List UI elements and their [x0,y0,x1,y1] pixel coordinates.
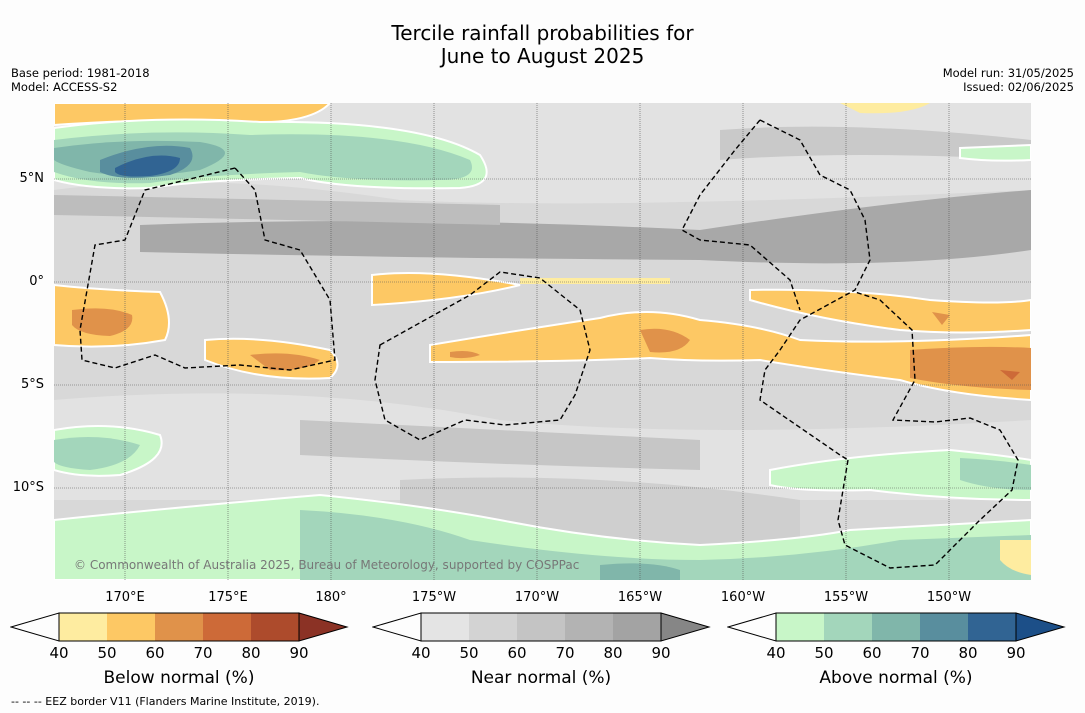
below-tick-90: 90 [289,644,309,662]
lon-label-165w: 165°W [617,590,663,605]
lat-label-0: 0° [29,274,44,289]
near-tick-60: 60 [507,644,527,662]
colorbar-below-normal [10,612,349,642]
issued-date: Issued: 02/06/2025 [963,80,1074,94]
lon-label-175e: 175°E [208,590,248,605]
base-period: Base period: 1981-2018 [11,66,150,80]
copyright-credit: © Commonwealth of Australia 2025, Bureau… [74,558,580,572]
title-line-2: June to August 2025 [440,44,645,68]
above-tick-70: 70 [910,644,930,662]
lon-label-175w: 175°W [411,590,457,605]
lat-label-5s: 5°S [20,377,44,392]
lon-label-170w: 170°W [514,590,560,605]
map-fill [54,103,1031,580]
eez-footnote: -- -- -- EEZ border V11 (Flanders Marine… [11,695,320,708]
below-tick-40: 40 [49,644,69,662]
near-tick-50: 50 [459,644,479,662]
colorbar-above-swatches [727,612,1066,642]
near-tick-40: 40 [411,644,431,662]
above-tick-80: 80 [958,644,978,662]
near-normal-title: Near normal (%) [470,668,612,688]
model-name: Model: ACCESS-S2 [11,80,118,94]
below-tick-80: 80 [241,644,261,662]
colorbar-below-swatches [10,612,349,642]
model-run: Model run: 31/05/2025 [942,66,1074,80]
eez-borders [79,119,1019,569]
lon-label-150w: 150°W [926,590,972,605]
colorbar-above-normal [727,612,1066,642]
grid-lines [54,103,1031,580]
lon-label-160w: 160°W [720,590,766,605]
above-tick-50: 50 [814,644,834,662]
below-tick-70: 70 [193,644,213,662]
above-normal-title: Above normal (%) [819,668,973,688]
lon-label-155w: 155°W [823,590,869,605]
colorbar-near-swatches [372,612,711,642]
above-tick-90: 90 [1006,644,1026,662]
lon-label-180: 180° [315,590,347,605]
below-normal-title: Below normal (%) [103,668,255,688]
lat-label-5n: 5°N [19,171,45,186]
map-title: Tercile rainfall probabilities for June … [0,22,1085,68]
near-tick-70: 70 [555,644,575,662]
above-tick-60: 60 [862,644,882,662]
lat-label-10s: 10°S [12,480,44,495]
lon-label-170e: 170°E [105,590,145,605]
near-tick-80: 80 [603,644,623,662]
below-tick-50: 50 [97,644,117,662]
below-tick-60: 60 [145,644,165,662]
meta-right: Model run: 31/05/2025 Issued: 02/06/2025 [943,66,1074,94]
meta-left: Base period: 1981-2018 Model: ACCESS-S2 [11,66,150,94]
near-tick-90: 90 [651,644,671,662]
title-line-1: Tercile rainfall probabilities for [391,21,694,45]
colorbar-near-normal [372,612,711,642]
above-tick-40: 40 [766,644,786,662]
